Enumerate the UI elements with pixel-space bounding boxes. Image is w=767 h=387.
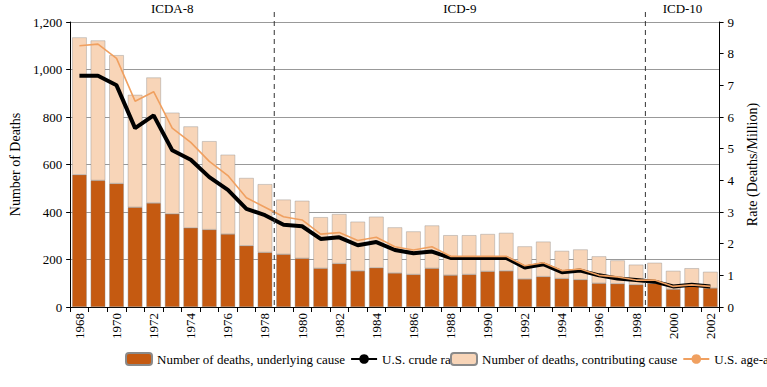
svg-text:1978: 1978 <box>257 313 272 339</box>
svg-text:1972: 1972 <box>146 313 161 339</box>
svg-text:ICD-9: ICD-9 <box>443 1 476 16</box>
svg-text:0: 0 <box>56 300 63 315</box>
svg-text:1976: 1976 <box>220 313 235 340</box>
svg-text:5: 5 <box>728 141 735 156</box>
svg-text:1998: 1998 <box>629 313 644 339</box>
svg-text:7: 7 <box>728 78 735 93</box>
svg-text:1: 1 <box>728 268 735 283</box>
svg-text:200: 200 <box>43 252 63 267</box>
svg-text:1980: 1980 <box>295 313 310 339</box>
svg-text:400: 400 <box>43 205 63 220</box>
svg-text:8: 8 <box>728 46 735 61</box>
svg-text:U.S. age-adjusted rate: U.S. age-adjusted rate <box>714 352 767 367</box>
svg-text:1984: 1984 <box>369 313 384 340</box>
svg-text:6: 6 <box>728 110 735 125</box>
svg-text:1982: 1982 <box>332 313 347 339</box>
svg-text:U.S. crude rate: U.S. crude rate <box>382 352 460 367</box>
svg-text:1996: 1996 <box>591 313 606 340</box>
svg-text:2000: 2000 <box>666 313 681 339</box>
svg-text:2002: 2002 <box>703 313 718 339</box>
svg-text:1,200: 1,200 <box>33 15 62 30</box>
svg-text:9: 9 <box>728 15 735 30</box>
svg-text:4: 4 <box>728 173 735 188</box>
svg-text:1988: 1988 <box>443 313 458 339</box>
svg-text:1986: 1986 <box>406 313 421 340</box>
svg-text:Number of deaths, underlying c: Number of deaths, underlying cause <box>157 352 345 367</box>
svg-text:1,000: 1,000 <box>33 62 62 77</box>
svg-text:1994: 1994 <box>554 313 569 340</box>
svg-text:1968: 1968 <box>72 313 87 339</box>
svg-text:ICD-10: ICD-10 <box>663 1 703 16</box>
svg-text:Rate (Deaths/Million): Rate (Deaths/Million) <box>745 103 761 227</box>
svg-text:2: 2 <box>728 236 735 251</box>
svg-text:600: 600 <box>43 157 63 172</box>
svg-text:1992: 1992 <box>517 313 532 339</box>
svg-text:Number of Deaths: Number of Deaths <box>8 113 23 216</box>
svg-text:1970: 1970 <box>109 313 124 339</box>
svg-text:1990: 1990 <box>480 313 495 339</box>
svg-text:1974: 1974 <box>183 313 198 340</box>
svg-text:Number of deaths, contributing: Number of deaths, contributing cause <box>482 352 678 367</box>
svg-text:800: 800 <box>43 110 63 125</box>
svg-text:3: 3 <box>728 205 735 220</box>
svg-text:0: 0 <box>728 300 735 315</box>
svg-text:ICDA-8: ICDA-8 <box>151 1 194 16</box>
